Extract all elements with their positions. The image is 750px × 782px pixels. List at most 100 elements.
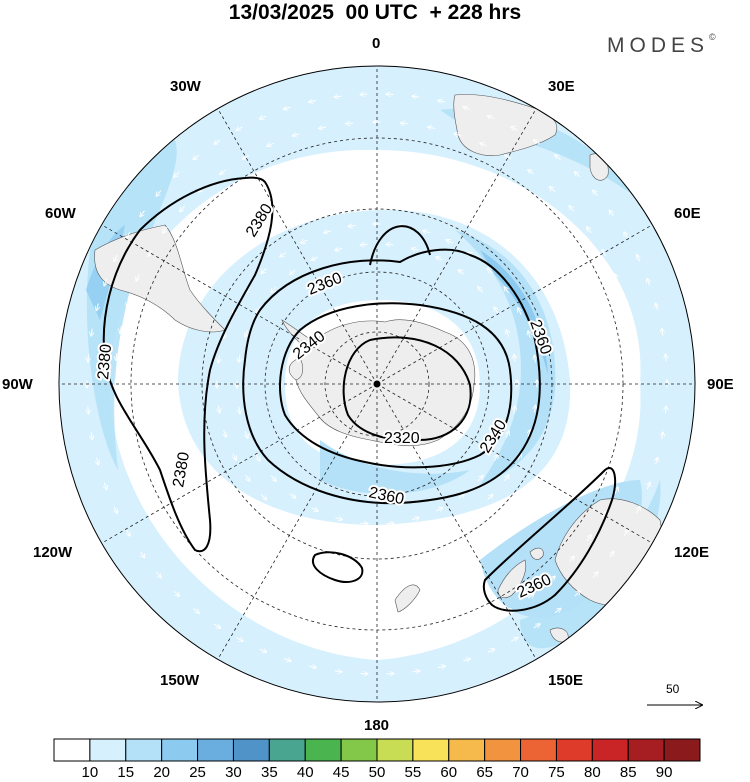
wind-vector [283,659,291,661]
lon-label-150e: 150E [548,672,584,689]
wind-vector [245,329,248,337]
wind-vector [615,487,618,494]
wind-vector [116,407,117,415]
wind-vector [610,211,615,217]
wind-vector [270,475,276,481]
wind-vector [174,171,180,177]
wind-vector [198,575,204,581]
wind-vector [506,330,509,337]
wind-vector [335,96,342,97]
contour-2360 [242,248,541,505]
wind-vector [233,453,236,460]
wind-vector [533,624,540,628]
colorbar-tick-label: 70 [512,764,529,781]
wind-vector [446,525,453,528]
colorbar-tick-label: 85 [619,764,637,781]
wind-vector [259,649,266,652]
wind-vector [116,353,117,360]
wind-vector [293,134,300,136]
wind-vector [549,576,555,582]
wind-vector [555,155,561,160]
wind-vector [311,508,317,511]
wind-vector [245,474,250,481]
colorbar-tick-label: 75 [548,764,565,781]
wind-vector [609,552,614,558]
wind-vector [637,507,640,514]
wind-vector [311,257,318,260]
wind-vector [261,268,267,273]
lon-label-90w: 90W [2,376,33,393]
wind-vector [467,511,474,516]
wind-vector [637,353,638,361]
wind-vector [637,408,638,415]
lon-label-150w: 150W [160,672,200,689]
wind-vector [334,671,342,672]
wind-vector [284,107,291,109]
wind-vector [412,248,419,250]
lon-label-0: 0 [372,35,381,52]
wind-vector [662,432,663,440]
wind-vector [361,244,368,245]
lon-label-120e: 120E [674,544,710,561]
wind-vector [256,454,260,461]
contour-oval [312,551,364,583]
wind-vector [260,116,267,119]
wind-vector [438,100,446,102]
wind-vector [625,462,627,469]
wind-vector [156,190,162,196]
contour-2320 [342,336,472,442]
colorbar-swatch [555,738,593,762]
wind-vector [267,622,273,625]
wind-vector [602,250,606,257]
wind-vector [180,205,186,211]
colorbar-swatch [663,738,701,762]
wind-vector [586,535,591,542]
wind-vector [335,518,342,520]
wind-vector [88,354,89,362]
colorbar-swatch [484,738,522,762]
map-disc: 2380 2380 2380 2360 2360 2360 2340 2340 … [59,66,695,702]
wind-vector [488,268,493,274]
wind-vector [480,622,486,625]
brand-logo: MODES© [607,32,716,58]
wind-vector [436,257,443,260]
wind-vector [624,530,628,537]
wind-vector [318,640,326,641]
wind-vector [480,143,487,146]
wind-vector [179,556,185,562]
wind-vector [528,331,530,339]
wind-vector [514,406,515,414]
colorbar-tick-label: 35 [260,764,278,781]
wind-vector [104,278,106,286]
colorbar [53,738,701,762]
wind-vector [239,354,240,362]
wind-vector [245,431,248,438]
wind-vector [173,590,179,596]
wind-vector [494,455,498,461]
wind-vector [140,210,145,217]
polar-jet-band [178,209,571,525]
wind-vector [436,508,442,511]
wind-vector [224,331,226,338]
contours [102,176,617,612]
wind-vector [309,100,316,102]
wind-vector [261,494,266,500]
wind-vector [271,286,277,292]
wind-vector [400,644,408,645]
wind-vector [527,594,534,599]
wind-vector [624,232,628,239]
wind-vector [593,191,599,197]
wind-vector [633,326,634,334]
wind-vector [348,541,356,542]
wind-vector [127,461,129,469]
wind-vector [279,510,286,515]
wind-vector [494,307,498,314]
wind-vector [423,231,430,233]
wind-vector [505,155,512,159]
wind-vector [290,269,296,274]
colorbar-tick-label: 10 [81,764,99,781]
wind-vector [136,274,139,280]
wind-vector [568,557,574,563]
label-2380-b: 2380 [95,343,115,380]
wind-vector [478,287,484,293]
